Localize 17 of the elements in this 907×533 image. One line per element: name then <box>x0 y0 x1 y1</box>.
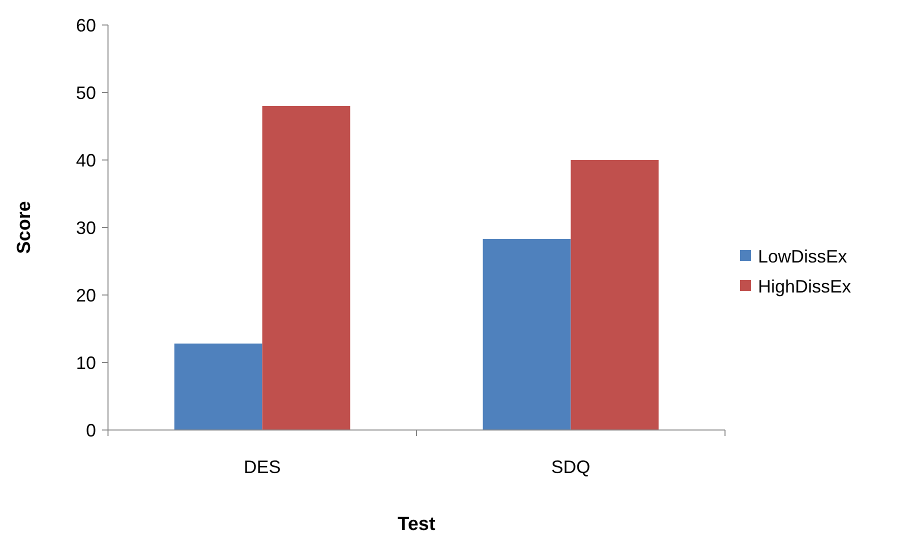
y-tick-label: 0 <box>86 420 96 440</box>
x-axis-title: Test <box>398 514 436 533</box>
bar <box>262 106 350 430</box>
x-tick-label: SDQ <box>551 457 590 477</box>
y-tick-label: 60 <box>76 15 96 36</box>
legend-label: LowDissEx <box>758 246 848 266</box>
legend-label: HighDissEx <box>758 276 852 296</box>
y-tick-label: 40 <box>76 150 96 170</box>
x-tick-label: DES <box>244 457 281 477</box>
y-tick-label: 20 <box>76 285 96 306</box>
y-tick-label: 50 <box>76 82 96 103</box>
y-tick-label: 10 <box>76 352 96 373</box>
bar <box>570 160 659 430</box>
y-axis-title: Score <box>14 201 35 254</box>
bar <box>174 344 262 430</box>
y-tick-label: 30 <box>76 218 96 238</box>
bar <box>482 238 571 430</box>
